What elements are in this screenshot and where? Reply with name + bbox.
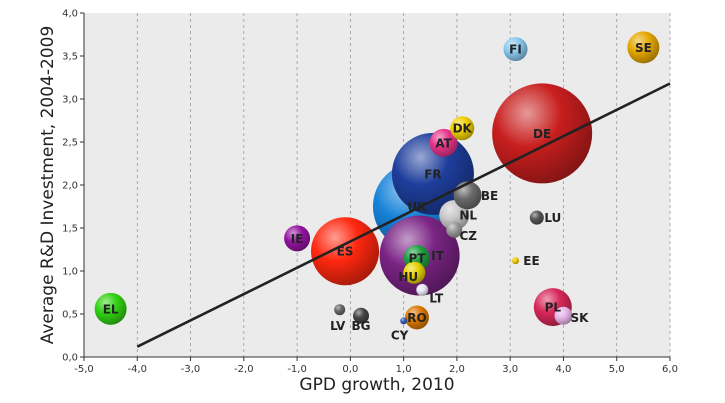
y-tick-label: 2,0 [62,181,78,192]
bubble-series [94,31,660,330]
bubble-bg [353,307,370,324]
bubble-lt [416,283,429,296]
bubble-fi [503,37,528,62]
y-tick-label: 1,5 [62,224,78,235]
x-tick-label: -3,0 [181,364,201,375]
bubble-label-lv: LV [330,319,346,333]
bubble-sk [554,306,573,325]
bubble-se [627,31,660,64]
bubble-label-ie: IE [291,232,304,246]
y-tick-label: 4,0 [62,9,78,20]
bubble-label-sk: SK [570,311,589,325]
bubble-fr [391,132,474,215]
axes: -5,0 -4,0 -3,0 -2,0 -1,0 0,0 1,0 2,0 3,0 4,0 5,0 6,… [62,9,678,376]
y-tick-label: 0,5 [62,310,78,321]
x-tick-label: 3,0 [502,364,518,375]
bubble-label-dk: DK [453,122,473,136]
bubble-label-at: AT [435,136,452,150]
bubble-label-bg: BG [352,319,371,333]
x-tick-label: -5,0 [74,364,94,375]
bubble-label-lu: LU [544,211,561,225]
x-tick-label: -2,0 [234,364,254,375]
y-axis-title: Average R&D Investment, 2004-2009 [38,26,58,345]
y-tick-label: 1,0 [62,267,78,278]
bubble-at [429,128,458,157]
x-tick-label: 6,0 [662,364,678,375]
bubble-dk [450,116,475,141]
bubble-label-se: SE [635,41,652,55]
bubble-label-fr: FR [424,167,441,181]
y-tick-label: 3,0 [62,95,78,106]
bubble-el [94,292,127,325]
bubble-label-lt: LT [429,291,444,305]
x-tick-label: 0,0 [342,364,358,375]
bubble-label-de: DE [533,127,551,141]
plot-area [84,13,670,357]
bubble-label-be: BE [481,189,498,203]
bubble-label-nl: NL [459,209,477,223]
bubble-label-pt: PT [408,252,426,266]
bubble-label-pl: PL [545,301,562,315]
bubble-label-ee: EE [523,254,539,268]
x-tick-label: 2,0 [449,364,465,375]
bubble-label-it: IT [431,249,444,263]
x-tick-label: -1,0 [287,364,307,375]
y-tick-label: 0,0 [62,353,78,364]
bubble-cy [400,317,408,325]
bubble-label-hu: HU [398,270,418,284]
x-axis-title: GPD growth, 2010 [299,375,454,395]
x-tick-label: 1,0 [396,364,412,375]
bubble-label-ro: RO [407,311,426,325]
bubble-label-es: ES [337,245,354,259]
trend-line [136,82,671,348]
bubble-label-el: EL [103,302,119,316]
bubble-lu [529,210,544,225]
bubble-hu [403,261,426,284]
bubble-label-fi: FI [509,43,522,57]
y-tick-label: 3,5 [62,52,78,63]
bubble-label-cy: CY [391,328,409,342]
bubble-ee [512,257,520,265]
bubble-label-uk: UK [407,200,427,214]
x-tick-label: -4,0 [128,364,148,375]
x-tick-label: 5,0 [609,364,625,375]
bubble-ro [404,305,429,330]
bubble-be [453,181,482,210]
bubble-ie [284,225,311,252]
y-tick-label: 2,5 [62,138,78,149]
x-tick-label: 4,0 [556,364,572,375]
bubble-label-cz: CZ [459,229,477,243]
bubble-cz [446,221,463,238]
bubble-lv [334,304,346,316]
trend-line-group [136,82,671,348]
